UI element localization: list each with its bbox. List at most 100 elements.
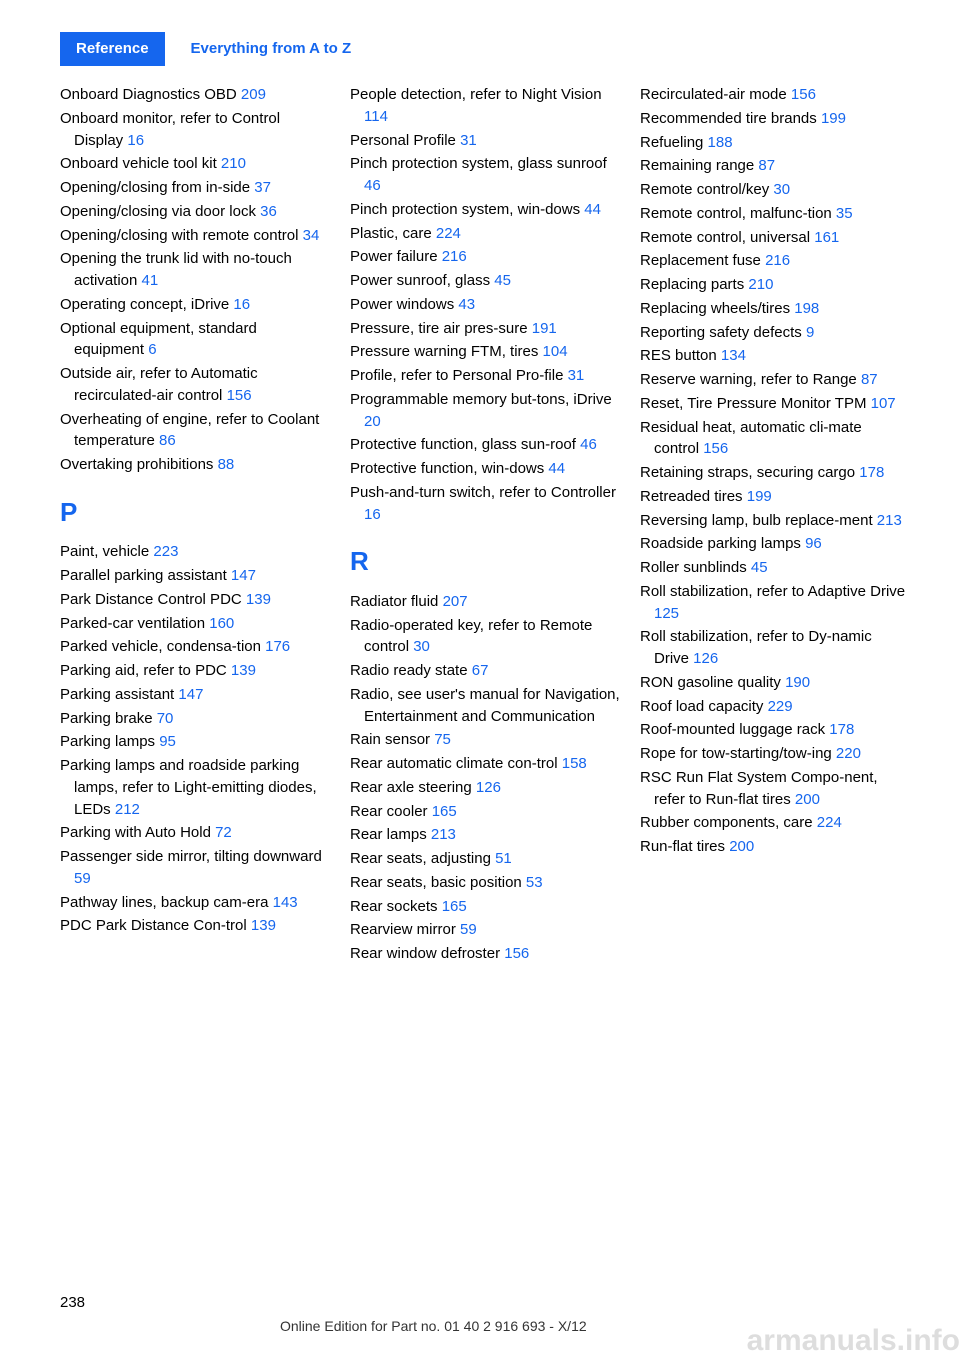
page-ref-link[interactable]: 6 xyxy=(148,341,156,358)
index-entry-text: Parking brake xyxy=(60,710,157,727)
page-ref-link[interactable]: 156 xyxy=(504,945,529,962)
page-ref-link[interactable]: 200 xyxy=(729,838,754,855)
page-ref-link[interactable]: 213 xyxy=(431,826,456,843)
index-entry-text: Passenger side mirror, tilting downward xyxy=(60,848,322,865)
page-ref-link[interactable]: 216 xyxy=(765,252,790,269)
page-ref-link[interactable]: 87 xyxy=(758,157,775,174)
page-ref-link[interactable]: 36 xyxy=(260,203,277,220)
page-ref-link[interactable]: 44 xyxy=(584,201,601,218)
page-ref-link[interactable]: 139 xyxy=(231,662,256,679)
page-ref-link[interactable]: 75 xyxy=(434,731,451,748)
page-ref-link[interactable]: 165 xyxy=(442,898,467,915)
page-ref-link[interactable]: 9 xyxy=(806,324,814,341)
page-ref-link[interactable]: 199 xyxy=(821,110,846,127)
index-entry: Parking with Auto Hold 72 xyxy=(60,822,330,844)
page-ref-link[interactable]: 87 xyxy=(861,371,878,388)
page-ref-link[interactable]: 158 xyxy=(562,755,587,772)
page-ref-link[interactable]: 134 xyxy=(721,347,746,364)
page-ref-link[interactable]: 104 xyxy=(543,343,568,360)
page-ref-link[interactable]: 45 xyxy=(494,272,511,289)
page-ref-link[interactable]: 213 xyxy=(877,512,902,529)
page-ref-link[interactable]: 20 xyxy=(364,413,381,430)
page-ref-link[interactable]: 223 xyxy=(153,543,178,560)
page-ref-link[interactable]: 46 xyxy=(364,177,381,194)
page-ref-link[interactable]: 67 xyxy=(472,662,489,679)
page-ref-link[interactable]: 229 xyxy=(768,698,793,715)
page-ref-link[interactable]: 212 xyxy=(115,801,140,818)
page-ref-link[interactable]: 210 xyxy=(221,155,246,172)
index-entry: Remote control, malfunc‐tion 35 xyxy=(640,203,910,225)
page-ref-link[interactable]: 224 xyxy=(436,225,461,242)
page-ref-link[interactable]: 41 xyxy=(142,272,159,289)
page-ref-link[interactable]: 161 xyxy=(814,229,839,246)
page-ref-link[interactable]: 210 xyxy=(748,276,773,293)
page-ref-link[interactable]: 178 xyxy=(859,464,884,481)
index-entry-text: Remote control/key xyxy=(640,181,773,198)
page-ref-link[interactable]: 126 xyxy=(476,779,501,796)
page-ref-link[interactable]: 95 xyxy=(159,733,176,750)
page-ref-link[interactable]: 45 xyxy=(751,559,768,576)
page-ref-link[interactable]: 156 xyxy=(791,86,816,103)
page-ref-link[interactable]: 46 xyxy=(580,436,597,453)
page-ref-link[interactable]: 126 xyxy=(693,650,718,667)
page-ref-link[interactable]: 43 xyxy=(458,296,475,313)
page-ref-link[interactable]: 207 xyxy=(443,593,468,610)
page-ref-link[interactable]: 16 xyxy=(364,506,381,523)
page-ref-link[interactable]: 16 xyxy=(233,296,250,313)
index-entry: Overheating of engine, refer to Coolant … xyxy=(60,409,330,453)
page-ref-link[interactable]: 209 xyxy=(241,86,266,103)
page-ref-link[interactable]: 188 xyxy=(708,134,733,151)
page-ref-link[interactable]: 220 xyxy=(836,745,861,762)
page-ref-link[interactable]: 30 xyxy=(413,638,430,655)
index-entry-text: Parking lamps and roadside parking lamps… xyxy=(60,757,317,818)
page-ref-link[interactable]: 34 xyxy=(303,227,320,244)
page-ref-link[interactable]: 53 xyxy=(526,874,543,891)
page-ref-link[interactable]: 37 xyxy=(254,179,271,196)
page-ref-link[interactable]: 156 xyxy=(703,440,728,457)
page-ref-link[interactable]: 72 xyxy=(215,824,232,841)
index-entry: Run-flat tires 200 xyxy=(640,836,910,858)
page-ref-link[interactable]: 176 xyxy=(265,638,290,655)
index-entry: Rear axle steering 126 xyxy=(350,777,620,799)
page-ref-link[interactable]: 143 xyxy=(273,894,298,911)
page-ref-link[interactable]: 114 xyxy=(364,108,388,125)
page-ref-link[interactable]: 165 xyxy=(432,803,457,820)
page-ref-link[interactable]: 147 xyxy=(231,567,256,584)
page-ref-link[interactable]: 31 xyxy=(460,132,477,149)
page-ref-link[interactable]: 70 xyxy=(157,710,174,727)
page-ref-link[interactable]: 216 xyxy=(442,248,467,265)
index-entry: RES button 134 xyxy=(640,345,910,367)
page-ref-link[interactable]: 59 xyxy=(460,921,477,938)
page-ref-link[interactable]: 125 xyxy=(654,605,679,622)
page-ref-link[interactable]: 160 xyxy=(209,615,234,632)
page-ref-link[interactable]: 139 xyxy=(246,591,271,608)
page-ref-link[interactable]: 199 xyxy=(747,488,772,505)
page-ref-link[interactable]: 107 xyxy=(871,395,896,412)
page-ref-link[interactable]: 51 xyxy=(495,850,512,867)
page-ref-link[interactable]: 16 xyxy=(127,132,144,149)
index-entry: Parking brake 70 xyxy=(60,708,330,730)
page-ref-link[interactable]: 35 xyxy=(836,205,853,222)
page-ref-link[interactable]: 200 xyxy=(795,791,820,808)
index-entry: Retaining straps, securing cargo 178 xyxy=(640,462,910,484)
page-ref-link[interactable]: 59 xyxy=(74,870,91,887)
index-entry-text: Rear axle steering xyxy=(350,779,476,796)
index-entry-text: Rear lamps xyxy=(350,826,431,843)
index-entry-text: Reporting safety defects xyxy=(640,324,806,341)
page-ref-link[interactable]: 44 xyxy=(548,460,565,477)
page-ref-link[interactable]: 96 xyxy=(805,535,822,552)
page-ref-link[interactable]: 139 xyxy=(251,917,276,934)
index-column-2: People detection, refer to Night Vision … xyxy=(350,84,620,967)
page-ref-link[interactable]: 30 xyxy=(773,181,790,198)
page-ref-link[interactable]: 178 xyxy=(829,721,854,738)
page-ref-link[interactable]: 224 xyxy=(817,814,842,831)
page-ref-link[interactable]: 191 xyxy=(532,320,557,337)
page-ref-link[interactable]: 86 xyxy=(159,432,176,449)
page-ref-link[interactable]: 156 xyxy=(227,387,252,404)
page-ref-link[interactable]: 31 xyxy=(568,367,585,384)
index-entry-text: Roller sunblinds xyxy=(640,559,751,576)
page-ref-link[interactable]: 198 xyxy=(794,300,819,317)
page-ref-link[interactable]: 147 xyxy=(178,686,203,703)
page-ref-link[interactable]: 190 xyxy=(785,674,810,691)
page-ref-link[interactable]: 88 xyxy=(218,456,235,473)
